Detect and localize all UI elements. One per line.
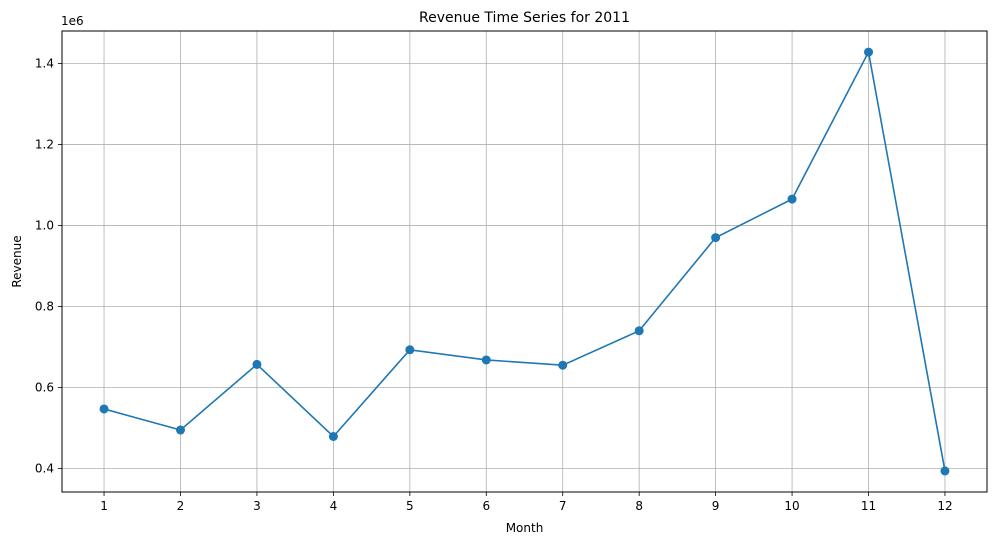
x-tick-label: 12 <box>937 499 952 513</box>
x-tick-label: 7 <box>559 499 567 513</box>
data-point <box>175 425 185 435</box>
data-point <box>405 345 415 355</box>
data-point <box>558 360 568 370</box>
x-tick-label: 2 <box>177 499 185 513</box>
grid <box>62 31 987 492</box>
y-axis-label: Revenue <box>10 235 24 287</box>
plot-frame <box>61 30 988 493</box>
x-tick-label: 1 <box>100 499 108 513</box>
y-tick-label: 1.4 <box>35 56 54 70</box>
x-tick-label: 10 <box>784 499 799 513</box>
y-tick-label: 0.6 <box>35 380 54 394</box>
data-point <box>711 233 721 243</box>
x-tick-label: 3 <box>253 499 261 513</box>
y-axis-offset-label: 1e6 <box>61 14 84 28</box>
series-line <box>103 49 946 472</box>
y-tick-label: 1.2 <box>35 137 54 151</box>
x-tick-label: 6 <box>482 499 490 513</box>
data-point <box>940 466 950 476</box>
y-tick-label: 0.4 <box>35 462 54 476</box>
x-tick-label: 5 <box>406 499 414 513</box>
x-tick-label: 8 <box>635 499 643 513</box>
x-tick-label: 9 <box>712 499 720 513</box>
x-axis-label: Month <box>506 521 544 535</box>
data-point <box>481 355 491 365</box>
y-tick-label: 1.0 <box>35 218 54 232</box>
data-point <box>864 47 874 57</box>
ticks: 1 2 3 4 5 6 7 8 9 10 11 120.40.60.81.01.21.4 <box>35 56 953 513</box>
data-point <box>634 326 644 336</box>
data-point <box>99 404 109 414</box>
y-tick-label: 0.8 <box>35 299 54 313</box>
series-layer <box>99 47 950 476</box>
x-tick-label: 4 <box>330 499 338 513</box>
x-tick-label: 11 <box>861 499 876 513</box>
chart-title: Revenue Time Series for 2011 <box>419 10 630 26</box>
data-point <box>328 432 338 442</box>
data-point <box>252 359 262 369</box>
data-point <box>787 194 797 204</box>
